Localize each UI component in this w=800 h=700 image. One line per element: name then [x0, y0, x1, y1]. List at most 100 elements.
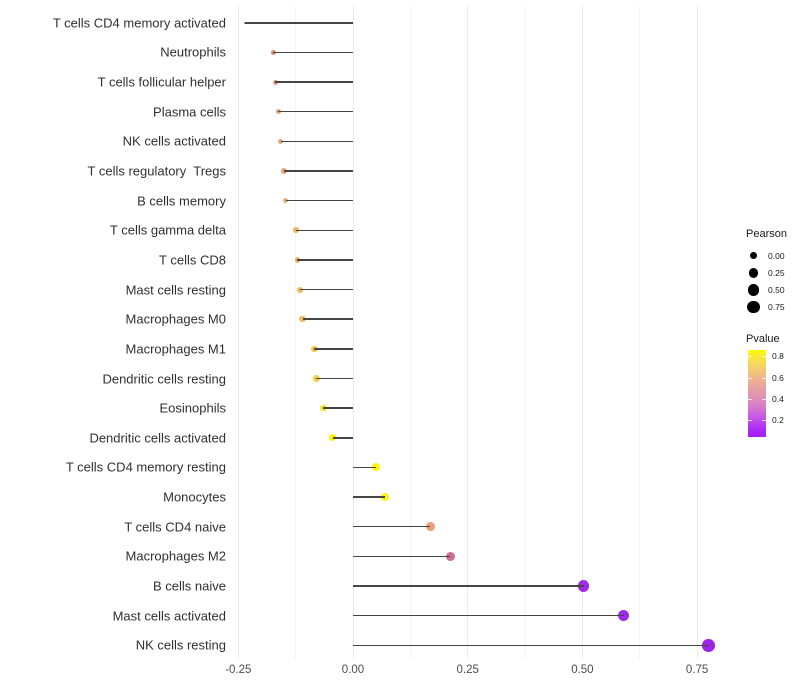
lollipop-stem [353, 585, 584, 587]
gridline-minor [524, 6, 526, 659]
y-axis-label: Dendritic cells resting [102, 371, 226, 386]
lollipop-dot [372, 463, 381, 472]
lollipop-stem [285, 199, 353, 202]
legend-pearson-entry: 0.75 [746, 299, 787, 316]
lollipop-dot [294, 256, 301, 263]
legend-pearson-entries: 0.00 0.25 0.50 0.75 [746, 247, 787, 316]
legend-pearson-dot [747, 300, 760, 314]
gridline-major [696, 6, 698, 659]
lollipop-stem [297, 259, 353, 261]
x-axis-tick-label: 0.50 [571, 664, 594, 676]
legend-pvalue: Pvalue 0.8 0.6 0.4 0.2 [746, 333, 800, 440]
gridline-major [352, 6, 354, 659]
lollipop-stem [245, 22, 353, 24]
gridline-major [467, 6, 469, 659]
lollipop-dot [299, 316, 306, 323]
lollipop-dot [445, 551, 455, 561]
colorbar-tick-label: 0.8 [772, 351, 784, 362]
legend-pearson-value: 0.00 [768, 250, 785, 261]
legend-pearson-title: Pearson [746, 228, 787, 240]
x-axis-tick-label: 0.25 [456, 664, 479, 676]
y-axis-label: B cells naive [153, 578, 226, 594]
gridline-minor [295, 6, 297, 659]
y-axis-label: Neutrophils [160, 44, 226, 60]
y-axis-label: Macrophages M2 [125, 548, 226, 564]
lollipop-stem [280, 140, 353, 143]
legend-pearson-dot [747, 284, 760, 296]
gridline-minor [639, 6, 641, 659]
y-axis-label: T cells follicular helper [97, 74, 226, 90]
gridline-major [581, 6, 583, 659]
colorbar-tick [748, 398, 752, 400]
legend-pearson-dot [749, 251, 758, 260]
colorbar-tick [762, 377, 766, 379]
gridline-minor [409, 6, 411, 659]
y-axis-label: B cells memory [137, 193, 226, 209]
colorbar-tick [748, 420, 752, 422]
legend-pearson-entry: 0.50 [746, 281, 787, 298]
lollipop-dot [311, 345, 318, 353]
lollipop-stem [300, 288, 353, 291]
pvalue-colorbar-wrap: 0.8 0.6 0.4 0.2 [748, 350, 800, 440]
lollipop-stem [278, 110, 353, 113]
colorbar-tick [762, 356, 766, 358]
y-axis-label: Macrophages M1 [125, 341, 226, 357]
lollipop-stem [316, 377, 353, 380]
lollipop-dot [702, 638, 715, 652]
colorbar-tick [748, 356, 752, 358]
y-axis-label: T cells CD8 [159, 252, 226, 268]
lollipop-dot [329, 434, 337, 442]
legend-pearson-value: 0.25 [768, 267, 785, 278]
lollipop-stem [314, 348, 353, 350]
legend-pvalue-title: Pvalue [746, 333, 780, 345]
lollipop-stem [353, 496, 385, 498]
lollipop-stem [353, 644, 709, 646]
lollipop-stem [284, 170, 353, 172]
y-axis-label: NK cells activated [122, 133, 226, 149]
y-axis-label: Plasma cells [153, 104, 226, 120]
y-axis-label: Mast cells activated [112, 608, 226, 624]
colorbar-tick [748, 377, 752, 379]
lollipop-stem [323, 407, 353, 409]
x-axis-tick-label: 0.75 [685, 664, 709, 676]
lollipop-stem [275, 81, 353, 83]
legend-pearson-entry: 0.25 [746, 264, 787, 281]
gridline-major [237, 6, 239, 659]
legend-dot-box [746, 248, 761, 263]
y-axis-label: Mast cells resting [125, 282, 226, 298]
lollipop-stem [332, 437, 353, 439]
legend-dot-box [746, 265, 761, 280]
legend-pearson-value: 0.75 [768, 302, 785, 313]
x-axis-tick-label: -0.25 [225, 664, 252, 676]
lollipop-stem [296, 229, 353, 232]
y-axis-label: T cells gamma delta [109, 222, 226, 238]
y-axis-label: T cells regulatory Tregs [87, 163, 226, 179]
lollipop-stem [273, 51, 353, 54]
colorbar-tick [762, 420, 766, 422]
x-axis-tick-label: 0.00 [341, 664, 365, 676]
colorbar-tick [762, 398, 766, 400]
legend-pearson-dot [748, 268, 759, 278]
y-axis-label: Eosinophils [159, 400, 227, 416]
lollipop-stem [302, 318, 353, 320]
lollipop-dot [270, 49, 276, 55]
pvalue-colorbar [748, 350, 766, 437]
lollipop-dot [297, 286, 304, 293]
legend-pearson: Pearson 0.00 0.25 0.50 0.75 [746, 228, 787, 316]
colorbar-tick-label: 0.2 [772, 415, 784, 426]
y-axis-label: T cells CD4 memory resting [65, 459, 226, 475]
legend-dot-box [746, 282, 761, 297]
lollipop-dot [319, 404, 327, 412]
y-axis-label: T cells CD4 naive [124, 519, 226, 535]
lollipop-stem [353, 525, 431, 528]
legend-pearson-value: 0.50 [768, 284, 785, 295]
colorbar-tick-label: 0.6 [772, 372, 784, 383]
legend-dot-box [746, 300, 761, 315]
legend-pearson-entry: 0.00 [746, 247, 787, 264]
lollipop-stem [353, 466, 377, 469]
colorbar-tick-label: 0.4 [772, 393, 784, 404]
lollipop-dot [282, 197, 289, 204]
y-axis-label: Monocytes [163, 489, 226, 505]
